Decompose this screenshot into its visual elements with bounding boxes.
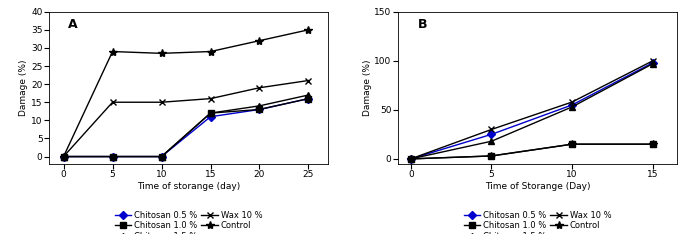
Chitosan 0.5 % xyxy=(568,103,577,106)
Wax 10 % xyxy=(255,86,264,89)
Control xyxy=(304,28,313,31)
Legend: Chitosan 0.5 %, Chitosan 1.0 %, Chitosan 1.5 %, Wax 10 %, Control: Chitosan 0.5 %, Chitosan 1.0 %, Chitosan… xyxy=(114,211,262,234)
Chitosan 1.0 % xyxy=(59,155,68,158)
Line: Wax 10 %: Wax 10 % xyxy=(408,57,656,162)
Control xyxy=(207,50,215,53)
Chitosan 1.0 % xyxy=(568,143,577,146)
Line: Chitosan 1.0 %: Chitosan 1.0 % xyxy=(61,96,311,159)
Chitosan 1.5 % xyxy=(568,106,577,108)
Chitosan 0.5 % xyxy=(207,115,215,118)
Chitosan 0.5 % xyxy=(304,97,313,100)
Chitosan 1.0 % xyxy=(406,157,415,160)
Chitosan 0.5 % xyxy=(108,155,117,158)
Chitosan 1.0 % xyxy=(157,155,165,158)
Chitosan 0.5 % xyxy=(255,108,264,111)
Control xyxy=(648,143,657,146)
Wax 10 % xyxy=(406,157,415,160)
Line: Chitosan 1.5 %: Chitosan 1.5 % xyxy=(408,61,655,162)
Control xyxy=(406,157,415,160)
Y-axis label: Damage (%): Damage (%) xyxy=(20,59,29,116)
Control xyxy=(487,154,496,157)
Line: Chitosan 0.5 %: Chitosan 0.5 % xyxy=(61,96,311,159)
Line: Chitosan 1.0 %: Chitosan 1.0 % xyxy=(408,141,655,162)
X-axis label: Time of Storange (Day): Time of Storange (Day) xyxy=(484,182,591,191)
Chitosan 1.5 % xyxy=(108,155,117,158)
Line: Control: Control xyxy=(407,140,657,163)
Chitosan 1.0 % xyxy=(255,108,264,111)
Control xyxy=(59,155,68,158)
Control xyxy=(255,39,264,42)
Chitosan 1.0 % xyxy=(304,97,313,100)
Control xyxy=(157,52,165,55)
Chitosan 1.0 % xyxy=(207,112,215,114)
Text: A: A xyxy=(68,18,78,31)
Line: Wax 10 %: Wax 10 % xyxy=(60,77,312,160)
Chitosan 1.5 % xyxy=(157,155,165,158)
Chitosan 0.5 % xyxy=(59,155,68,158)
Wax 10 % xyxy=(304,79,313,82)
X-axis label: Time of storange (day): Time of storange (day) xyxy=(137,182,240,191)
Chitosan 1.5 % xyxy=(487,140,496,143)
Line: Control: Control xyxy=(59,26,313,161)
Wax 10 % xyxy=(207,97,215,100)
Chitosan 0.5 % xyxy=(487,133,496,136)
Chitosan 0.5 % xyxy=(157,155,165,158)
Chitosan 1.5 % xyxy=(648,62,657,65)
Chitosan 1.5 % xyxy=(255,104,264,107)
Chitosan 1.5 % xyxy=(59,155,68,158)
Chitosan 1.5 % xyxy=(406,157,415,160)
Wax 10 % xyxy=(648,59,657,62)
Chitosan 1.0 % xyxy=(648,143,657,146)
Control xyxy=(568,143,577,146)
Wax 10 % xyxy=(487,128,496,131)
Wax 10 % xyxy=(59,155,68,158)
Wax 10 % xyxy=(568,101,577,103)
Text: B: B xyxy=(417,18,427,31)
Chitosan 1.0 % xyxy=(108,155,117,158)
Line: Chitosan 1.5 %: Chitosan 1.5 % xyxy=(61,92,311,159)
Chitosan 1.0 % xyxy=(487,154,496,157)
Wax 10 % xyxy=(157,101,165,104)
Chitosan 1.5 % xyxy=(304,94,313,96)
Chitosan 1.5 % xyxy=(207,112,215,114)
Wax 10 % xyxy=(108,101,117,104)
Control xyxy=(108,50,117,53)
Line: Chitosan 0.5 %: Chitosan 0.5 % xyxy=(408,60,655,162)
Legend: Chitosan 0.5 %, Chitosan 1.0 %, Chitosan 1.5 %, Wax 10 %, Control: Chitosan 0.5 %, Chitosan 1.0 %, Chitosan… xyxy=(463,211,611,234)
Chitosan 0.5 % xyxy=(648,61,657,64)
Chitosan 0.5 % xyxy=(406,157,415,160)
Y-axis label: Damage (%): Damage (%) xyxy=(362,59,371,116)
